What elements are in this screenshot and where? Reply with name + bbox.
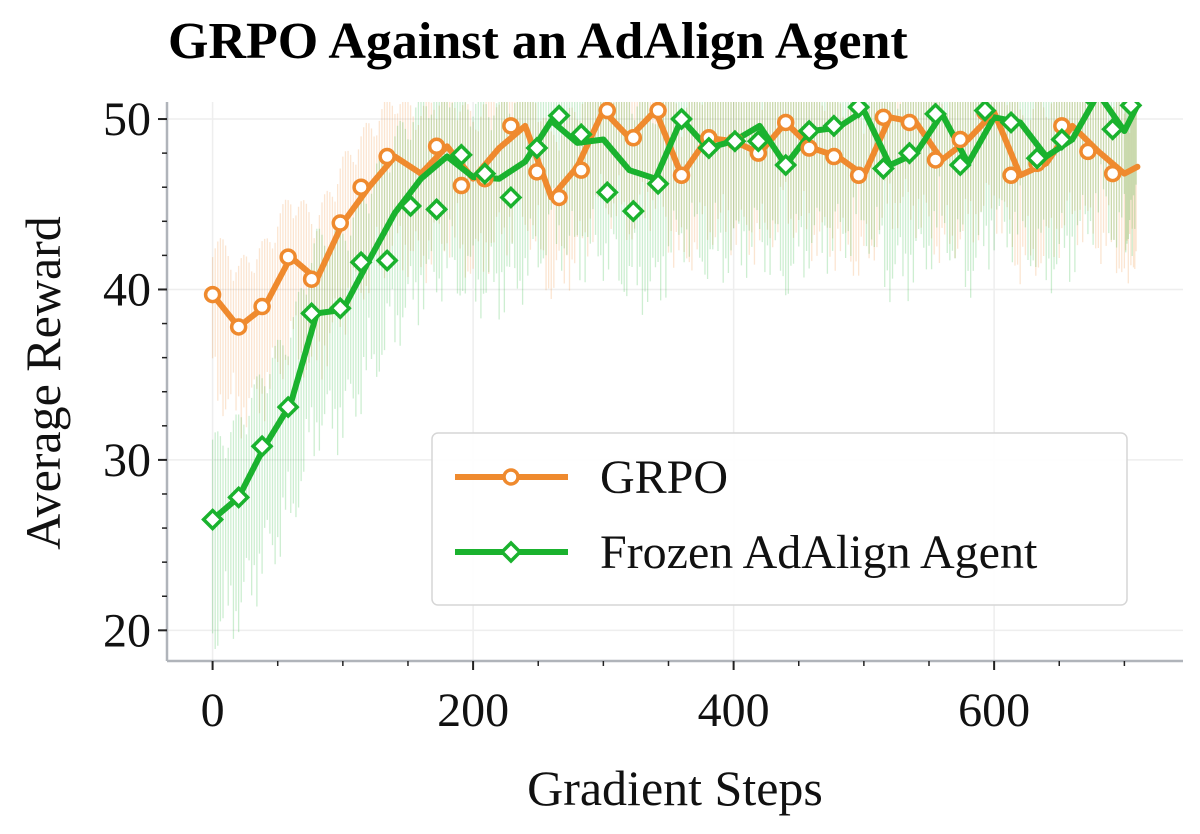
- point-grpo: [378, 147, 396, 166]
- point-grpo: [649, 102, 667, 120]
- point-adalign: [399, 194, 423, 218]
- point-grpo: [572, 161, 590, 179]
- point-adalign: [473, 162, 497, 186]
- point-grpo: [1079, 142, 1097, 161]
- point-adalign: [697, 136, 721, 160]
- point-adalign: [349, 250, 373, 274]
- grid: [167, 102, 1183, 661]
- point-adalign: [201, 508, 225, 532]
- legend-marker-adalign: [499, 540, 523, 564]
- point-grpo: [849, 166, 868, 185]
- point-grpo: [229, 318, 248, 336]
- y-tick-label: 50: [103, 93, 151, 146]
- point-adalign: [1025, 146, 1049, 170]
- point-grpo: [1002, 166, 1020, 185]
- point-adalign: [774, 153, 798, 177]
- point-grpo: [598, 102, 617, 120]
- point-grpo: [352, 178, 370, 196]
- point-adalign: [276, 395, 300, 419]
- point-adalign: [499, 185, 523, 209]
- point-adalign: [227, 485, 251, 509]
- point-grpo: [776, 113, 795, 132]
- point-adalign: [328, 296, 352, 320]
- point-grpo: [672, 166, 691, 185]
- axes: 20 30 40 50 0 200 400 600: [103, 93, 1183, 737]
- point-adalign: [871, 156, 895, 180]
- legend-label-grpo: GRPO: [600, 451, 728, 504]
- point-adalign: [924, 102, 947, 126]
- point-adalign: [973, 102, 997, 122]
- point-adalign: [999, 110, 1023, 134]
- point-grpo: [528, 163, 546, 181]
- point-grpo: [302, 270, 321, 288]
- point-grpo: [427, 137, 446, 156]
- legend-marker-grpo: [502, 468, 520, 486]
- point-adalign: [375, 249, 399, 272]
- y-tick-label: 30: [103, 434, 151, 487]
- point-adalign: [1101, 117, 1125, 141]
- point-grpo: [452, 176, 471, 195]
- x-tick-label: 0: [201, 684, 225, 737]
- point-adalign: [1119, 102, 1143, 117]
- point-grpo: [624, 129, 643, 147]
- legend-box: [431, 432, 1128, 606]
- legend-label-adalign: Frozen AdAlign Agent: [600, 526, 1038, 579]
- point-adalign: [948, 153, 972, 177]
- x-tick-label: 200: [437, 684, 509, 737]
- point-adalign: [449, 143, 473, 167]
- point-adalign: [595, 180, 619, 204]
- point-adalign: [746, 129, 770, 153]
- x-tick-label: 400: [698, 684, 770, 737]
- point-grpo: [1103, 164, 1122, 183]
- y-axis-label: Average Reward: [15, 216, 71, 550]
- point-adalign: [425, 197, 449, 221]
- point-grpo: [800, 139, 818, 157]
- point-grpo: [825, 147, 843, 166]
- point-grpo: [951, 130, 970, 149]
- point-adalign: [250, 434, 274, 458]
- point-adalign: [822, 114, 846, 138]
- point-grpo: [874, 108, 893, 127]
- point-adalign: [300, 301, 324, 325]
- point-adalign: [670, 107, 693, 131]
- y-tick-label: 20: [103, 604, 151, 657]
- point-adalign: [847, 102, 871, 119]
- point-grpo: [926, 151, 945, 169]
- point-grpo: [502, 117, 520, 135]
- point-adalign: [897, 141, 921, 165]
- point-adalign: [621, 199, 645, 223]
- point-grpo: [550, 188, 568, 207]
- point-adalign: [547, 104, 571, 128]
- point-adalign: [797, 119, 821, 143]
- point-grpo: [203, 285, 222, 304]
- x-axis-label: Gradient Steps: [527, 760, 823, 816]
- point-adalign: [525, 136, 549, 160]
- point-grpo: [279, 248, 297, 266]
- point-adalign: [723, 129, 747, 153]
- point-adalign: [1050, 128, 1074, 151]
- point-adalign: [569, 122, 593, 146]
- chart-title: GRPO Against an AdAlign Agent: [168, 13, 908, 70]
- point-adalign: [646, 172, 670, 196]
- point-grpo: [253, 297, 271, 316]
- point-grpo: [331, 214, 349, 232]
- series-markers: [201, 102, 1143, 532]
- y-tick-label: 40: [103, 263, 151, 316]
- legend: GRPO Frozen AdAlign Agent: [431, 432, 1128, 606]
- point-grpo: [900, 113, 919, 132]
- point-adalign: [1084, 102, 1091, 105]
- x-tick-label: 600: [958, 684, 1030, 737]
